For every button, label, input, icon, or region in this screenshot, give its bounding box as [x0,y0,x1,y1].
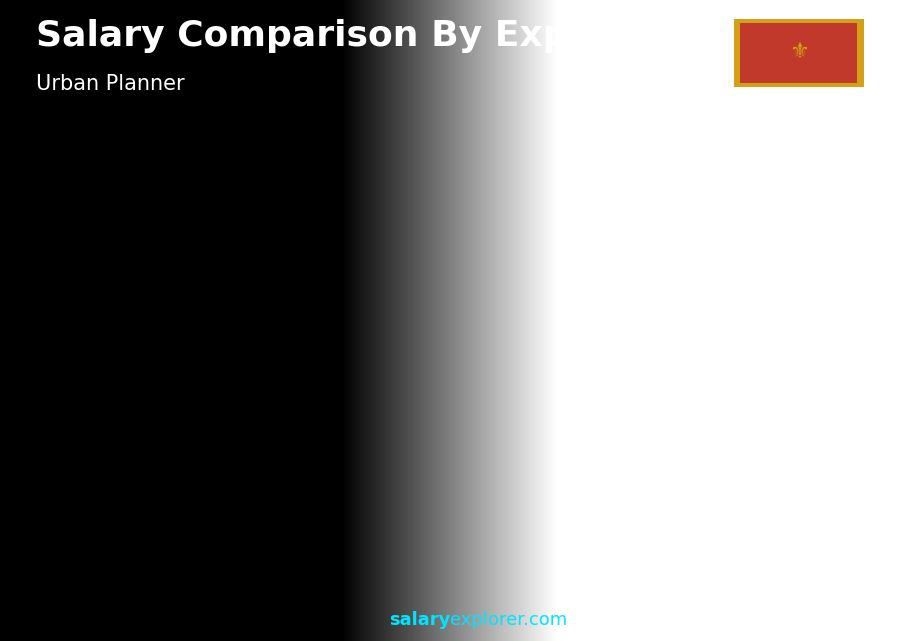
Polygon shape [144,483,160,564]
Text: Salary Comparison By Experience: Salary Comparison By Experience [36,19,719,53]
Polygon shape [706,234,772,564]
Text: salary: salary [389,612,450,629]
Text: 0 EUR: 0 EUR [50,463,95,479]
Text: 0 EUR: 0 EUR [301,360,346,374]
Polygon shape [706,223,788,234]
Polygon shape [521,327,537,564]
Polygon shape [455,327,537,338]
Polygon shape [395,379,411,564]
Text: 20+ Years: 20+ Years [694,583,785,601]
Text: Average Monthly Salary: Average Monthly Salary [868,259,881,408]
Text: 0 EUR: 0 EUR [552,255,598,270]
Polygon shape [581,275,662,286]
Polygon shape [330,390,395,564]
Text: +nan%: +nan% [44,428,121,447]
Polygon shape [646,275,662,564]
Polygon shape [455,338,521,564]
Text: +nan%: +nan% [421,272,498,291]
Text: Urban Planner: Urban Planner [36,74,184,94]
Polygon shape [772,223,788,564]
Text: 0 EUR: 0 EUR [427,307,472,322]
Text: 5 to 10: 5 to 10 [330,583,394,601]
Text: +nan%: +nan% [546,220,623,238]
Text: 2 to 5: 2 to 5 [211,583,263,601]
Text: +nan%: +nan% [169,376,247,395]
Text: 10 to 15: 10 to 15 [451,583,526,601]
Text: +nan%: +nan% [295,324,372,343]
Text: ⚜: ⚜ [788,42,809,62]
Text: < 2 Years: < 2 Years [68,583,154,601]
Polygon shape [204,431,286,442]
Polygon shape [78,495,144,564]
Text: 0 EUR: 0 EUR [175,412,221,426]
Polygon shape [330,379,411,390]
Polygon shape [581,286,646,564]
Polygon shape [270,431,286,564]
Polygon shape [204,442,270,564]
Text: explorer.com: explorer.com [450,612,567,629]
Text: 0 EUR: 0 EUR [678,203,724,218]
Text: 15 to 20: 15 to 20 [576,583,652,601]
Polygon shape [78,483,160,495]
